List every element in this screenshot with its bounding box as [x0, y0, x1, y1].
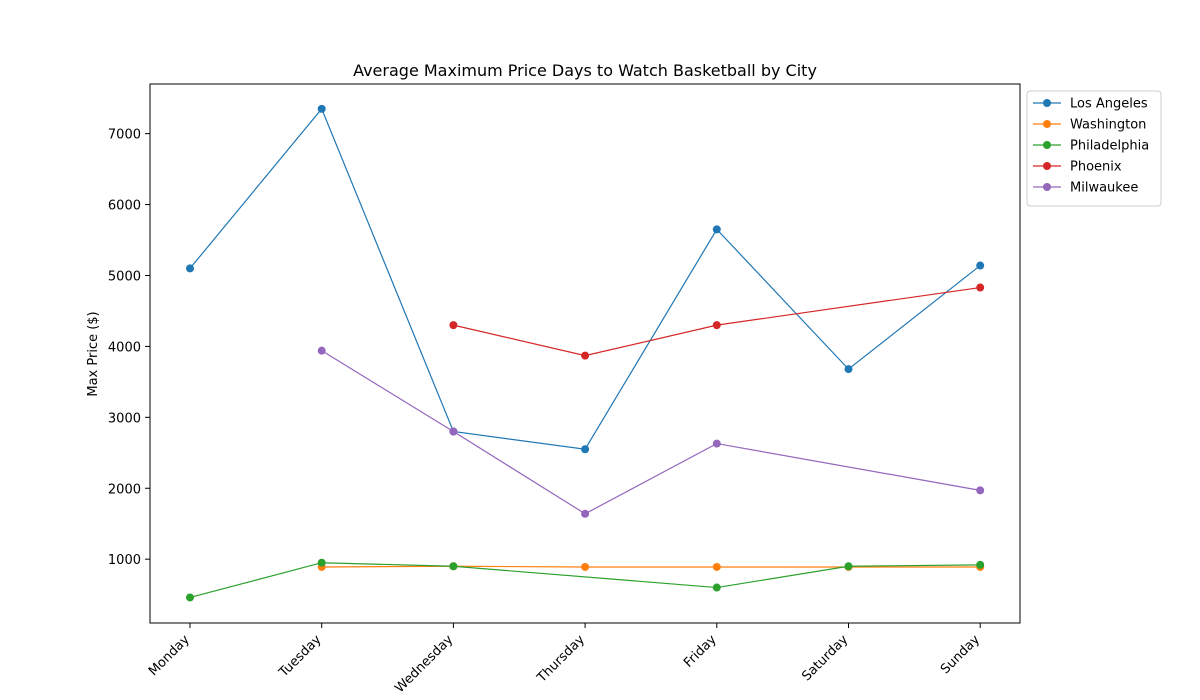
- data-point-los-angeles: [976, 261, 985, 270]
- series-phoenix: [449, 283, 985, 360]
- data-point-milwaukee: [712, 439, 721, 448]
- series-philadelphia: [186, 558, 985, 602]
- legend-label-washington: Washington: [1070, 118, 1146, 133]
- data-point-philadelphia: [449, 562, 458, 571]
- legend-marker-philadelphia: [1043, 141, 1051, 149]
- y-tick-label: 6000: [108, 199, 141, 214]
- data-point-philadelphia: [186, 593, 194, 602]
- x-tick-label: Sunday: [938, 632, 983, 677]
- data-point-los-angeles: [186, 264, 194, 273]
- legend-label-phoenix: Phoenix: [1070, 160, 1122, 175]
- series-line-philadelphia: [189, 562, 981, 599]
- series-group: [186, 104, 985, 602]
- y-tick-label: 4000: [108, 340, 141, 355]
- x-tick-label: Thursday: [534, 632, 588, 686]
- data-point-milwaukee: [581, 509, 590, 518]
- data-point-washington: [581, 562, 590, 571]
- y-tick-label: 2000: [108, 482, 141, 497]
- legend-box: [1026, 90, 1162, 207]
- series-line-los-angeles: [189, 107, 981, 450]
- data-point-phoenix: [712, 321, 721, 330]
- series-line-milwaukee: [321, 350, 981, 515]
- x-tick-label: Saturday: [799, 632, 851, 684]
- legend-marker-los-angeles: [1043, 99, 1051, 107]
- x-tick-label: Friday: [681, 632, 720, 671]
- series-washington: [317, 562, 985, 571]
- data-point-milwaukee: [976, 486, 985, 495]
- legend-label-los-angeles: Los Angeles: [1070, 97, 1148, 112]
- chart-title: Average Maximum Price Days to Watch Bask…: [353, 61, 817, 80]
- series-milwaukee: [317, 346, 985, 518]
- legend-label-philadelphia: Philadelphia: [1070, 139, 1149, 154]
- data-point-milwaukee: [449, 427, 458, 436]
- data-point-phoenix: [581, 351, 590, 360]
- series-line-washington: [321, 565, 981, 568]
- data-point-milwaukee: [317, 346, 326, 355]
- data-point-phoenix: [449, 321, 458, 330]
- legend-marker-washington: [1043, 120, 1051, 128]
- y-tick-label: 3000: [108, 411, 141, 426]
- y-axis-label: Max Price ($): [86, 311, 101, 396]
- x-tick-label: Monday: [146, 632, 193, 679]
- data-point-philadelphia: [712, 583, 721, 592]
- legend-marker-phoenix: [1043, 162, 1051, 170]
- y-tick-label: 1000: [108, 553, 141, 568]
- legend-label-milwaukee: Milwaukee: [1070, 181, 1138, 196]
- x-tick-label: Wednesday: [392, 632, 456, 696]
- series-line-phoenix: [453, 286, 981, 357]
- data-point-philadelphia: [317, 558, 326, 567]
- data-point-phoenix: [976, 283, 985, 292]
- data-point-philadelphia: [976, 560, 985, 569]
- legend: Los Angeles Washington Philadelphia Phoenix…: [1026, 90, 1162, 207]
- plot-frame: [149, 83, 1021, 624]
- data-point-philadelphia: [844, 562, 853, 571]
- data-point-los-angeles: [317, 104, 326, 113]
- legend-marker-milwaukee: [1043, 183, 1051, 191]
- y-tick-label: 7000: [108, 128, 141, 143]
- data-point-los-angeles: [712, 225, 721, 234]
- y-tick-label: 5000: [108, 269, 141, 284]
- data-point-los-angeles: [844, 365, 853, 374]
- x-tick-label: Tuesday: [276, 632, 325, 681]
- axis-ticks: 1000 2000 3000 4000 5000 6000 7000 Monday Tuesda…: [108, 128, 983, 696]
- data-point-los-angeles: [581, 445, 590, 454]
- series-los-angeles: [186, 104, 985, 454]
- data-point-washington: [712, 562, 721, 571]
